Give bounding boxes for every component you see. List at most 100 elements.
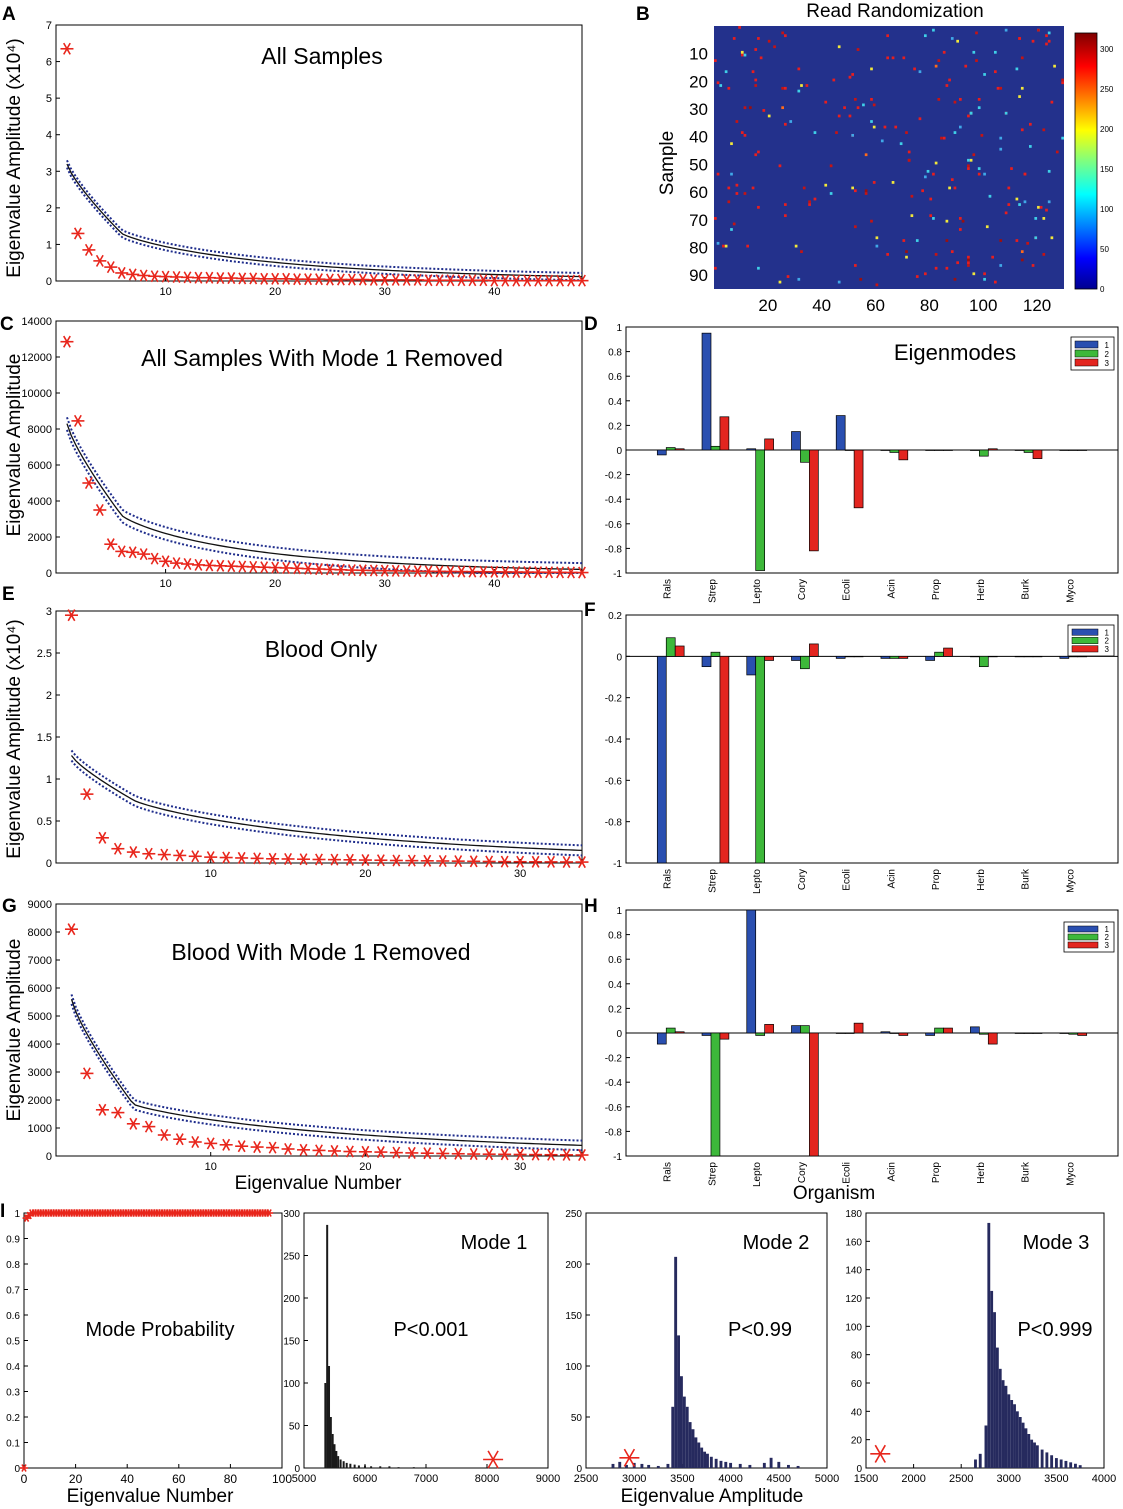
observed-eigenvalue-star — [392, 854, 401, 867]
heatmap-cell — [1020, 250, 1024, 254]
heatmap-cell — [983, 272, 986, 276]
legend-label: 1 — [1105, 925, 1110, 934]
y-tick-label: 0 — [46, 858, 52, 870]
x-tick-label: 30 — [514, 868, 526, 880]
category-label: Cory — [797, 869, 808, 890]
heatmap-cell — [1015, 239, 1019, 242]
heatmap-cell — [1055, 150, 1059, 154]
histogram-bar — [984, 1425, 988, 1468]
observed-eigenvalue-star — [567, 274, 575, 287]
heatmap-cell — [948, 186, 951, 190]
observed-eigenvalue-star — [545, 566, 554, 579]
panel-label: D — [584, 314, 598, 335]
heatmap-cell — [851, 73, 854, 76]
heatmap-cell — [781, 31, 784, 35]
heatmap-cell — [751, 70, 755, 74]
observed-eigenvalue-star — [63, 335, 71, 348]
bar-myco-mode-1 — [1059, 1032, 1070, 1034]
histogram-bar — [357, 1465, 360, 1468]
histogram-bar — [786, 1464, 790, 1468]
p-value-annotation: P<0.001 — [393, 1319, 468, 1341]
category-label: Lepto — [752, 1162, 763, 1187]
y-tick-label: 0 — [616, 446, 622, 457]
heatmap-cell — [829, 164, 833, 168]
histogram-bar — [1010, 1400, 1014, 1468]
observed-eigenvalue-star — [84, 476, 93, 490]
category-label: Burk — [1021, 1161, 1032, 1183]
random-mean-line — [70, 755, 583, 852]
bar-cory-mode-1 — [791, 431, 801, 451]
observed-eigenvalue-star — [117, 266, 126, 279]
panel-b: B Read Randomization Sample 20 40 60 80 100 1… — [636, 1, 1114, 315]
panel-label: C — [0, 314, 14, 335]
heatmap-cell — [1020, 258, 1024, 262]
histogram-bar — [656, 1465, 660, 1468]
category-label: Herb — [976, 869, 987, 891]
histogram-bar — [1045, 1452, 1049, 1468]
observed-eigenvalue-star — [330, 1144, 339, 1157]
heatmap-cell — [924, 272, 927, 276]
heatmap-cell — [802, 186, 806, 190]
bar-acin-mode-3 — [898, 655, 909, 659]
heatmap-cell — [727, 86, 731, 90]
category-label: Cory — [797, 1162, 808, 1183]
heatmap-cell — [797, 277, 801, 281]
observed-eigenvalue-star — [407, 1146, 416, 1159]
observed-eigenvalue-star — [268, 852, 277, 865]
heatmap-cell — [835, 131, 838, 134]
heatmap-cell — [856, 106, 860, 110]
observed-eigenvalue-star — [516, 855, 525, 868]
y-tick-label: 20 — [851, 1436, 863, 1447]
chart-title: Read Randomization — [806, 1, 983, 22]
y-tick-label: 150 — [283, 1337, 300, 1348]
heatmap-cell — [929, 197, 933, 201]
y-tick-label: 50 — [571, 1413, 583, 1424]
panel-label: A — [2, 4, 16, 25]
histogram-bar — [1033, 1442, 1036, 1468]
category-label: Cory — [797, 579, 808, 600]
observed-eigenvalue-star — [161, 555, 170, 568]
bar-rals-mode-1 — [656, 449, 667, 456]
observed-eigenvalue-star — [160, 1128, 169, 1142]
heatmap-cell — [875, 236, 879, 240]
x-tick-label: 40 — [121, 1472, 135, 1486]
heatmap-cell — [1018, 203, 1021, 206]
heatmap-cell — [851, 133, 854, 137]
y-tick-label: 200 — [283, 1294, 300, 1305]
y-tick-label: 6000 — [28, 983, 52, 995]
heatmap-cell — [773, 45, 776, 49]
observed-eigenvalue-star — [282, 561, 291, 574]
heatmap-cell — [870, 97, 873, 101]
x-tick-label: 5000 — [292, 1473, 316, 1485]
observed-eigenvalue-star — [534, 566, 543, 579]
observed-eigenvalue-star — [361, 1145, 370, 1158]
category-label: Prop — [931, 869, 942, 891]
y-tick-label: 0.2 — [608, 421, 622, 432]
legend-swatch-mode-3 — [1074, 358, 1099, 367]
bar-ecoli-mode-3 — [853, 449, 864, 509]
heatmap-cell — [1045, 34, 1048, 38]
observed-eigenvalue-star — [469, 1148, 478, 1161]
heatmap-cell — [813, 197, 817, 201]
observed-eigenvalue-star — [227, 560, 236, 573]
heatmap-cell — [1061, 81, 1064, 85]
histogram-bar — [714, 1458, 718, 1468]
observed-eigenvalue-star — [380, 564, 389, 577]
heatmap-cell — [730, 172, 733, 176]
heatmap-cell — [932, 172, 935, 176]
heatmap-cell — [926, 169, 930, 173]
y-tick-label: 10000 — [21, 388, 52, 400]
y-tick-label: 0 — [46, 1151, 52, 1163]
histogram-bar — [1004, 1385, 1008, 1468]
observed-eigenvalue-star — [194, 558, 203, 571]
bar-rals-mode-2 — [665, 1027, 676, 1034]
heatmap-cell — [859, 277, 863, 281]
legend-swatch-mode-1 — [1071, 628, 1099, 636]
observed-eigenvalue-star — [129, 1117, 138, 1130]
heatmap-cell — [1047, 39, 1051, 43]
heatmap-cell — [918, 117, 922, 121]
observed-eigenvalue-star — [253, 852, 262, 865]
heatmap-cell — [714, 217, 717, 220]
histogram-bar — [1040, 1449, 1044, 1468]
